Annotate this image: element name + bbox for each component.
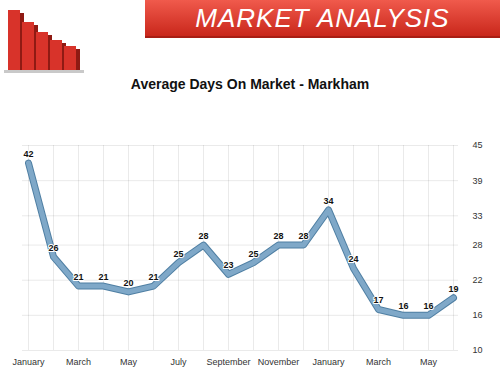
svg-text:20: 20 [123,278,133,288]
svg-text:July: July [170,357,187,367]
svg-text:21: 21 [148,272,158,282]
svg-text:28: 28 [298,231,308,241]
svg-text:25: 25 [248,249,258,259]
svg-text:33: 33 [473,211,483,221]
svg-text:24: 24 [348,254,358,264]
svg-text:19: 19 [448,284,458,294]
svg-text:21: 21 [98,272,108,282]
svg-text:16: 16 [473,310,483,320]
svg-text:January: January [312,357,345,367]
svg-text:November: November [258,357,300,367]
html-text:MARKET ANALYSIS: MARKET ANALYSIS [195,2,450,33]
html-text:Average Days On Market - Markh: Average Days On Market - Markham [130,76,370,92]
svg-text:March: March [66,357,91,367]
svg-text:25: 25 [173,249,183,259]
svg-text:May: May [120,357,138,367]
svg-text:23: 23 [223,260,233,270]
svg-text:16: 16 [398,301,408,311]
svg-text:39: 39 [473,176,483,186]
svg-text:10: 10 [473,345,483,355]
svg-text:28: 28 [273,231,283,241]
svg-text:September: September [206,357,250,367]
svg-text:January: January [12,357,45,367]
svg-text:34: 34 [323,196,333,206]
svg-text:March: March [366,357,391,367]
svg-text:28: 28 [473,240,483,250]
svg-text:May: May [420,357,438,367]
svg-text:16: 16 [423,301,433,311]
svg-text:28: 28 [198,231,208,241]
svg-text:45: 45 [473,140,483,150]
svg-text:26: 26 [48,243,58,253]
svg-text:42: 42 [23,149,33,159]
svg-text:17: 17 [373,295,383,305]
svg-text:22: 22 [473,275,483,285]
svg-text:21: 21 [73,272,83,282]
